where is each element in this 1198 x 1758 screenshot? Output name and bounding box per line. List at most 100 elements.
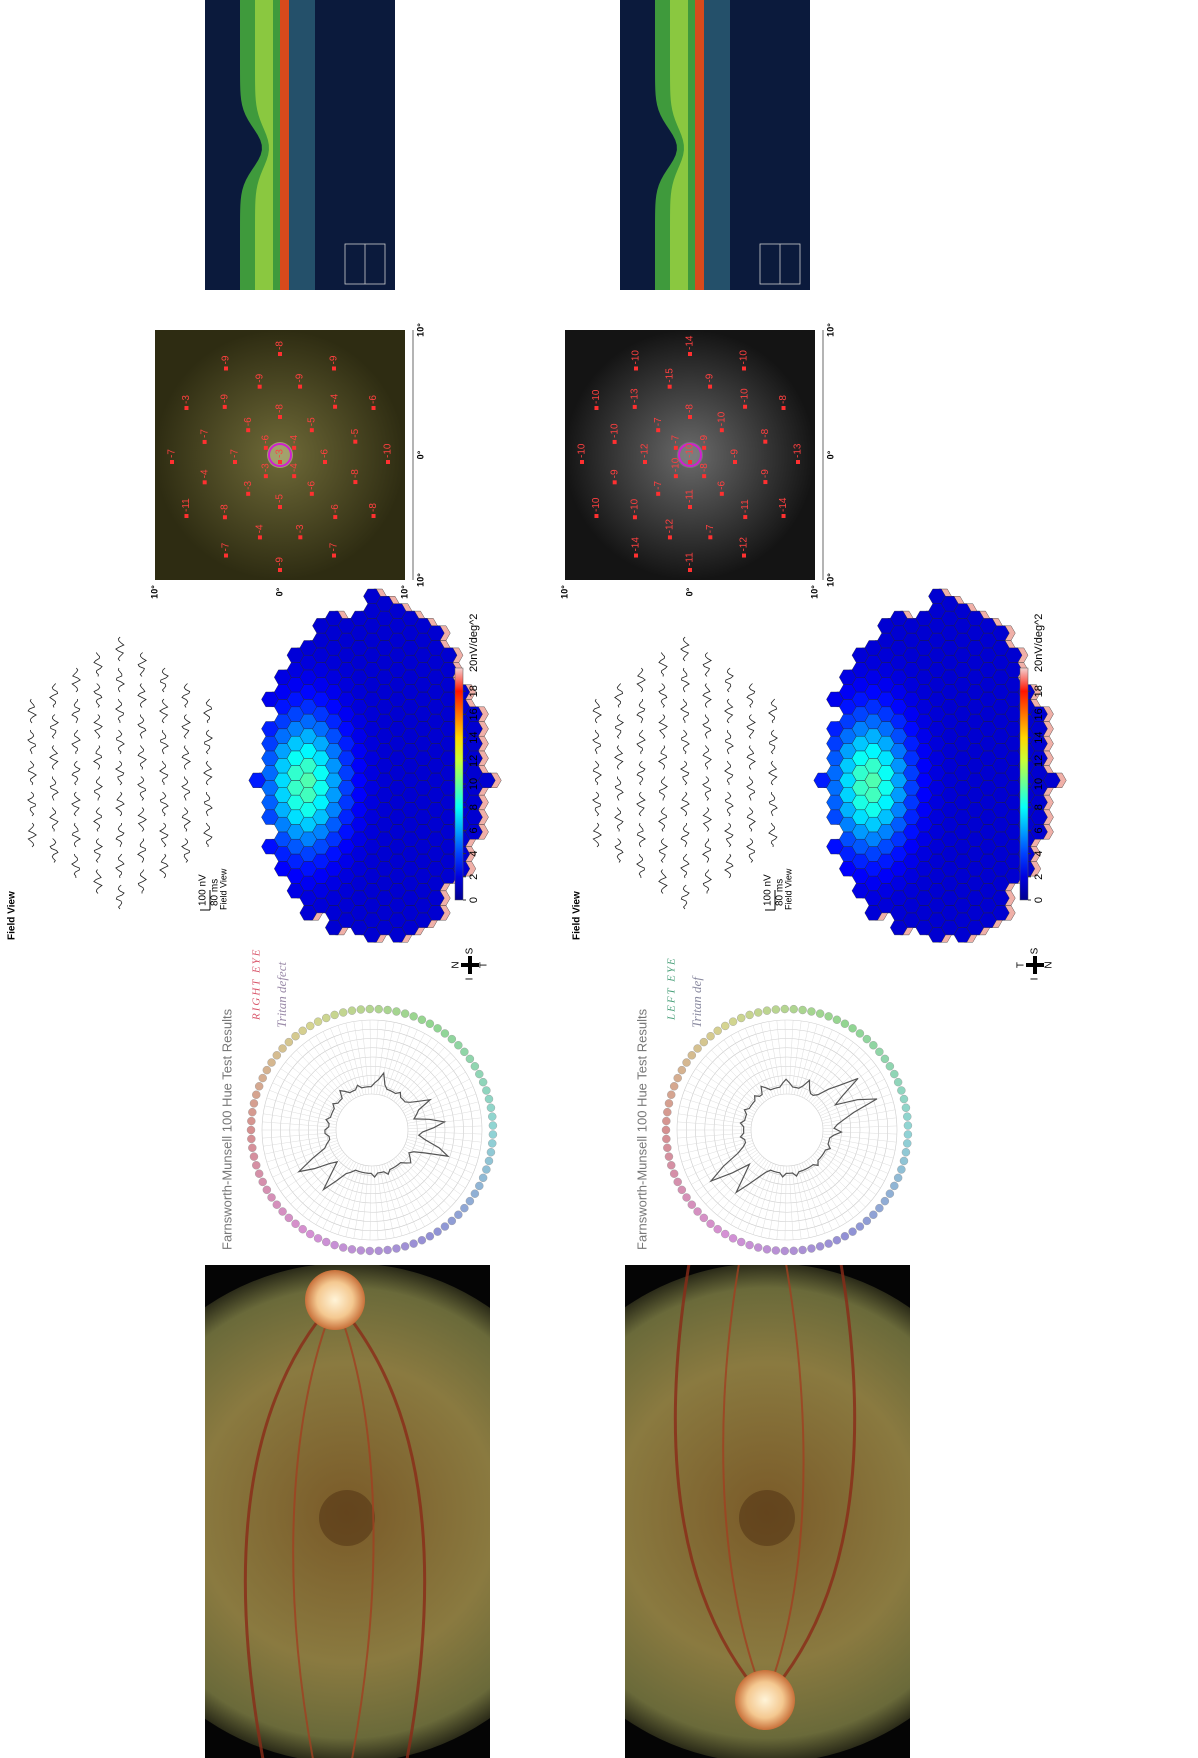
- colorbar-tick-label: 4: [468, 851, 480, 857]
- erg-trace: [28, 699, 36, 723]
- erg-trace: [703, 653, 711, 677]
- fm100-cap: [466, 1197, 474, 1205]
- test-point: [292, 474, 296, 478]
- fm100-cap: [904, 1122, 912, 1130]
- macula: [739, 1490, 795, 1546]
- colorbar-tick-label: 16: [468, 708, 480, 720]
- test-point: [720, 428, 724, 432]
- fm100-cap: [665, 1099, 673, 1107]
- sensitivity-label: -3: [243, 480, 254, 489]
- fm100-cap: [894, 1078, 902, 1086]
- fm100-cap: [292, 1220, 300, 1228]
- compass-label: I: [1030, 978, 1041, 981]
- erg-trace: [703, 808, 711, 832]
- erg-trace: [204, 761, 212, 785]
- test-point: [702, 446, 706, 450]
- fm100-spoke: [346, 1023, 364, 1095]
- fm100-cap: [856, 1223, 864, 1231]
- test-point: [310, 428, 314, 432]
- erg-trace: [659, 653, 667, 677]
- fm100-cap: [252, 1091, 260, 1099]
- fm100-spoke: [384, 1027, 409, 1096]
- fm100-cap: [250, 1099, 258, 1107]
- erg-trace: [161, 730, 169, 754]
- fm100-cap: [674, 1074, 682, 1082]
- sensitivity-label: -9: [254, 373, 265, 382]
- erg-trace: [116, 823, 124, 847]
- erg-trace: [593, 823, 601, 847]
- sensitivity-label: -8: [760, 428, 771, 437]
- test-point: [763, 440, 767, 444]
- fm100-cap: [487, 1148, 495, 1156]
- erg-trace: [747, 715, 755, 739]
- eye-label: RIGHT EYE: [251, 948, 263, 1022]
- sensitivity-label: -9: [275, 557, 286, 566]
- fm100-cap: [688, 1051, 696, 1059]
- colorbar-tick-label: 10: [468, 778, 480, 790]
- fm100-cap: [410, 1012, 418, 1020]
- test-point: [372, 406, 376, 410]
- sensitivity-label: -7: [199, 429, 210, 438]
- fm100-cap: [279, 1208, 287, 1216]
- fm100-cap: [799, 1006, 807, 1014]
- fm100-cap: [790, 1005, 798, 1013]
- erg-trace: [28, 823, 36, 847]
- erg-trace: [703, 715, 711, 739]
- sensitivity-label: -9: [730, 449, 741, 458]
- fm100-cap: [471, 1062, 479, 1070]
- test-point: [668, 535, 672, 539]
- test-point: [278, 460, 282, 464]
- fm100-cap: [707, 1032, 715, 1040]
- sensitivity-label: -9: [760, 469, 771, 478]
- fm100-cap: [825, 1012, 833, 1020]
- fm100-cap: [674, 1178, 682, 1186]
- fm100-cap: [479, 1174, 487, 1182]
- trace-title: Field View: [572, 891, 583, 940]
- test-point: [580, 460, 584, 464]
- erg-trace: [681, 761, 689, 785]
- test-point: [763, 480, 767, 484]
- fm100-cap: [863, 1035, 871, 1043]
- erg-trace: [72, 854, 80, 878]
- colorbar-tick-label: 12: [1033, 755, 1045, 767]
- fm100-cap: [375, 1005, 383, 1013]
- fm100-cap: [460, 1204, 468, 1212]
- erg-trace: [94, 684, 102, 708]
- fm100-cap: [375, 1247, 383, 1255]
- erg-trace: [703, 746, 711, 770]
- sensitivity-label: -7: [167, 449, 178, 458]
- fm100-cap: [903, 1139, 911, 1147]
- fm100-cap: [763, 1245, 771, 1253]
- y-axis-label: 0°: [274, 587, 284, 596]
- compass-cross: [461, 956, 479, 974]
- colorbar-tick-label: 8: [1033, 804, 1045, 810]
- erg-trace: [182, 839, 190, 863]
- fm100-cap: [255, 1082, 263, 1090]
- fm100-cap: [665, 1153, 673, 1161]
- erg-trace: [703, 777, 711, 801]
- erg-trace: [725, 668, 733, 692]
- sensitivity-label: -4: [289, 463, 300, 472]
- test-point: [203, 480, 207, 484]
- erg-trace: [116, 761, 124, 785]
- erg-trace: [28, 792, 36, 816]
- erg-trace: [659, 684, 667, 708]
- erg-trace: [682, 730, 690, 754]
- fm100-cap: [259, 1074, 267, 1082]
- fm100-cap: [475, 1070, 483, 1078]
- erg-trace: [50, 746, 58, 770]
- sensitivity-label: -6: [320, 449, 331, 458]
- compass-cross: [1026, 956, 1044, 974]
- fundus-photo: [97, 1263, 597, 1758]
- erg-trace: [116, 885, 124, 909]
- fm100-cap: [841, 1020, 849, 1028]
- erg-trace: [615, 777, 623, 801]
- test-point: [613, 480, 617, 484]
- compass-label: T: [1016, 962, 1027, 968]
- fm100-cap: [255, 1170, 263, 1178]
- x-axis-label: 10°: [825, 573, 835, 587]
- erg-trace: [116, 792, 124, 816]
- sensitivity-label: -6: [716, 480, 727, 489]
- fm100-cap: [890, 1070, 898, 1078]
- fm100-cap: [875, 1048, 883, 1056]
